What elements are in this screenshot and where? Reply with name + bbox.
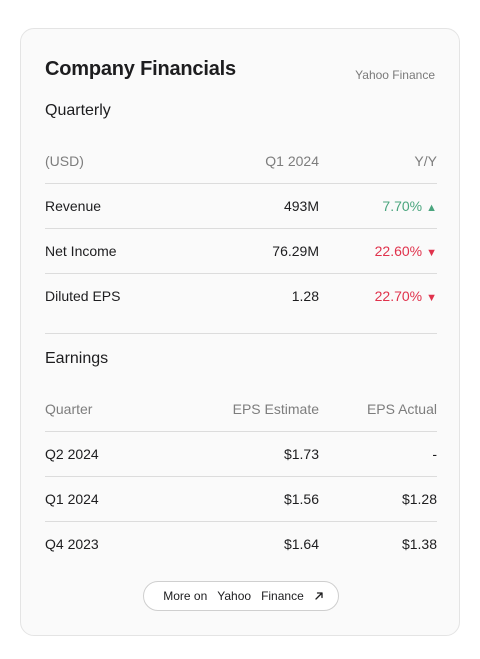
finance-text: Finance	[261, 589, 304, 603]
change-value: 22.60%	[374, 243, 423, 259]
column-header-quarter: Quarter	[45, 387, 195, 432]
column-header-eps-actual: EPS Actual	[319, 387, 437, 432]
quarterly-heading: Quarterly	[45, 102, 111, 119]
column-header-eps-estimate: EPS Estimate	[195, 387, 319, 432]
table-row: Revenue 493M 7.70% ▲	[45, 183, 437, 229]
table-row: Diluted EPS 1.28 22.70% ▼	[45, 274, 437, 319]
down-arrow-icon: ▼	[426, 247, 437, 259]
down-arrow-icon: ▼	[426, 292, 437, 304]
quarterly-table: (USD) Q1 2024 Y/Y Revenue 493M 7.70% ▲ Ne…	[45, 139, 437, 318]
source-label: Yahoo Finance	[355, 68, 435, 82]
row-change-diluted-eps: 22.70% ▼	[319, 274, 437, 319]
change-value: 7.70%	[382, 198, 423, 214]
actual-cell: $1.28	[319, 476, 437, 522]
table-row: Net Income 76.29M 22.60% ▼	[45, 228, 437, 274]
card-title: Company Financials	[45, 58, 236, 80]
column-header-yoy: Y/Y	[319, 139, 437, 184]
financials-card: Company Financials Yahoo Finance Quarter…	[20, 28, 460, 636]
row-change-revenue: 7.70% ▲	[319, 183, 437, 229]
column-header-currency: (USD)	[45, 139, 195, 184]
section-divider	[45, 333, 437, 334]
estimate-cell: $1.64	[283, 536, 319, 552]
table-header-row: (USD) Q1 2024 Y/Y	[45, 139, 437, 184]
change-value: 22.70%	[374, 288, 423, 304]
row-label-net-income: Net Income	[45, 228, 195, 274]
yahoo-text: Yahoo	[217, 589, 252, 603]
quarter-cell: Q4 2023	[45, 536, 99, 552]
row-change-net-income: 22.60% ▼	[319, 228, 437, 274]
estimate-cell: $1.73	[195, 431, 319, 477]
earnings-table: Quarter EPS Estimate EPS Actual Q2 2024 …	[45, 387, 437, 566]
up-arrow-icon: ▲	[426, 202, 437, 214]
table-row: Q4 2023 $1.64 $1.38	[45, 522, 437, 567]
row-value-net-income: 76.29M	[195, 228, 319, 274]
card-header: Company Financials Yahoo Finance	[45, 29, 435, 109]
actual-cell: $1.38	[401, 536, 437, 552]
more-on-text: More on	[163, 589, 208, 603]
earnings-heading: Earnings	[45, 350, 109, 367]
row-value-diluted-eps: 1.28	[291, 288, 319, 304]
quarter-cell: Q2 2024	[45, 431, 195, 477]
row-value-revenue: 493M	[195, 183, 319, 229]
table-row: Q1 2024 $1.56 $1.28	[45, 476, 437, 522]
external-link-icon	[314, 591, 324, 601]
row-label-revenue: Revenue	[45, 183, 195, 229]
table-row: Q2 2024 $1.73 -	[45, 431, 437, 477]
row-label-diluted-eps: Diluted EPS	[45, 288, 121, 304]
estimate-cell: $1.56	[195, 476, 319, 522]
more-on-yahoo-finance-button[interactable]: More on Yahoo Finance	[143, 581, 339, 611]
column-header-period: Q1 2024	[195, 139, 319, 184]
table-header-row: Quarter EPS Estimate EPS Actual	[45, 387, 437, 432]
quarter-cell: Q1 2024	[45, 476, 195, 522]
actual-cell: -	[319, 431, 437, 477]
